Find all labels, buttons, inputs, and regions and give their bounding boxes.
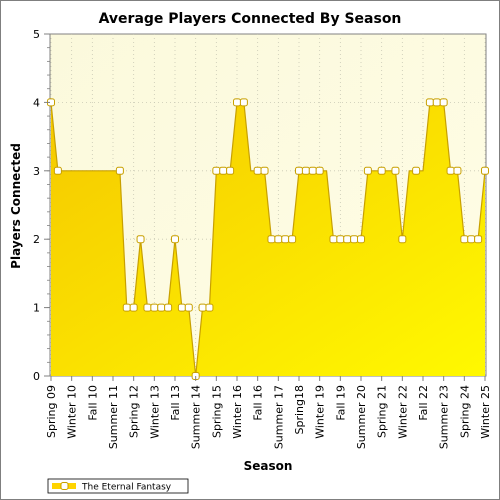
data-point-marker (136, 235, 145, 244)
data-point-marker (143, 303, 152, 312)
x-tick-label: Summer 20 (355, 385, 368, 449)
data-point-marker (184, 303, 193, 312)
legend-series-marker (60, 482, 69, 490)
data-point-marker (115, 166, 124, 175)
data-point-marker (412, 166, 421, 175)
x-tick-label: Winter 10 (66, 385, 79, 439)
data-point-marker (274, 235, 283, 244)
x-tick-labels: Spring 09 Winter 10 Fall 10 Summer 11 Spring… (45, 385, 492, 449)
data-point-marker (205, 303, 214, 312)
x-tick-label: Summer 17 (272, 385, 285, 449)
data-point-marker (198, 303, 207, 312)
y-tick-label: 2 (33, 233, 40, 246)
data-point-marker (150, 303, 159, 312)
data-point-marker (212, 166, 221, 175)
legend-box (47, 478, 189, 494)
data-point-marker (315, 166, 324, 175)
data-point-marker (350, 235, 359, 244)
x-tick-label: Spring 24 (458, 385, 471, 438)
y-tick-labels: 0 1 2 3 4 5 (33, 28, 40, 383)
data-point-marker (467, 235, 476, 244)
data-point-marker (453, 166, 462, 175)
data-point-marker (432, 98, 441, 107)
x-tick-label: Spring 15 (210, 385, 223, 438)
x-axis-title: Season (244, 459, 293, 473)
data-point-marker (122, 303, 131, 312)
x-tick-label: Fall 10 (86, 385, 99, 421)
legend: The Eternal Fantasy (47, 478, 189, 494)
data-point-marker (308, 166, 317, 175)
data-point-marker (171, 235, 179, 244)
data-point-marker (260, 166, 269, 175)
x-tick-label: Fall 13 (169, 385, 182, 421)
x-tick-label: Spring 12 (128, 385, 141, 438)
y-tick-label: 3 (33, 165, 40, 178)
x-tick-label: Fall 19 (334, 385, 347, 421)
data-point-marker (343, 235, 352, 244)
x-tick-label: Winter 25 (479, 385, 492, 439)
y-tick-label: 0 (33, 370, 40, 383)
legend-series-label: The Eternal Fantasy (81, 483, 172, 493)
data-point-marker (329, 235, 338, 244)
data-point-marker (363, 166, 372, 175)
x-tick-label: Spring 09 (45, 385, 58, 438)
data-point-marker (164, 303, 173, 312)
x-tick-label: Winter 19 (314, 385, 327, 439)
data-point-marker (398, 235, 407, 244)
data-point-marker (226, 166, 235, 175)
data-point-marker (129, 303, 138, 312)
axes (44, 33, 486, 381)
data-point-marker (219, 166, 228, 175)
data-point-marker (233, 98, 241, 107)
data-point-marker (281, 235, 290, 244)
chart-title: Average Players Connected By Season (99, 11, 402, 27)
data-point-marker (177, 303, 186, 312)
data-point-marker (474, 235, 483, 244)
data-point-marker (288, 235, 297, 244)
x-tick-label: Winter 13 (148, 385, 161, 439)
data-point-marker (157, 303, 166, 312)
data-point-marker (357, 235, 365, 244)
data-point-marker (295, 166, 303, 175)
x-tick-label: Summer 23 (438, 385, 451, 449)
data-point-marker (481, 166, 489, 175)
x-tick-label: Summer 11 (107, 385, 120, 449)
data-point-marker (377, 166, 386, 175)
data-point-marker (391, 166, 400, 175)
data-point-marker (336, 235, 345, 244)
x-tick-label: Winter 16 (231, 385, 244, 439)
data-point-marker (239, 98, 248, 107)
data-point-marker (446, 166, 455, 175)
data-point-marker (439, 98, 448, 107)
y-tick-label: 4 (33, 96, 40, 109)
data-point-marker (267, 235, 276, 244)
x-tick-label: Summer 14 (190, 385, 203, 449)
x-tick-label: Fall 16 (252, 385, 265, 421)
x-tick-label: Spring 21 (376, 385, 389, 438)
data-point-marker (53, 166, 62, 175)
y-tick-label: 1 (33, 302, 40, 315)
series-markers (47, 98, 489, 380)
x-tick-label: Spring18 (293, 385, 306, 435)
y-axis-title: Players Connected (9, 143, 23, 269)
data-point-marker (425, 98, 434, 107)
data-point-marker (253, 166, 262, 175)
x-tick-label: Winter 22 (396, 385, 409, 439)
data-point-marker (301, 166, 310, 175)
x-tick-label: Fall 22 (417, 385, 430, 421)
data-point-marker (460, 235, 469, 244)
y-tick-label: 5 (33, 28, 40, 41)
